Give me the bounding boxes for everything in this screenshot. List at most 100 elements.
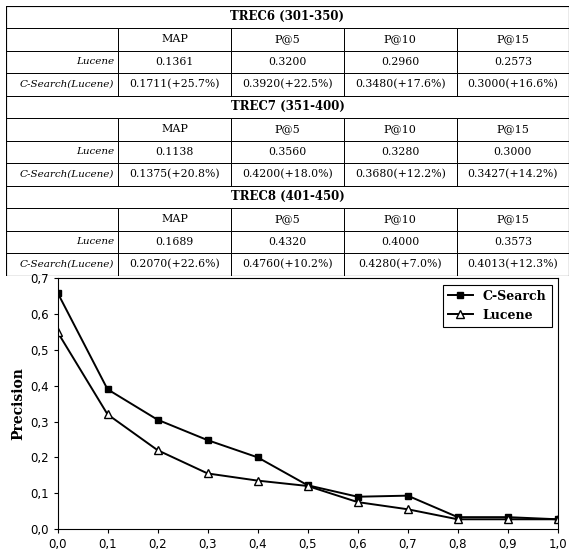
Bar	[231, 118, 344, 141]
C-Search	[204, 437, 211, 444]
Text: P@15: P@15	[496, 214, 530, 224]
Legend: C-Search, Lucene: C-Search, Lucene	[443, 284, 551, 327]
Bar	[118, 73, 231, 95]
Bar	[6, 253, 118, 276]
Bar	[457, 208, 569, 230]
Text: 0.4200(+18.0%): 0.4200(+18.0%)	[242, 169, 333, 180]
C-Search	[254, 454, 261, 461]
C-Search	[404, 493, 411, 499]
Text: P@10: P@10	[384, 125, 417, 134]
Bar	[457, 118, 569, 141]
C-Search	[54, 289, 61, 296]
Text: 0.4280(+7.0%): 0.4280(+7.0%)	[358, 259, 442, 269]
C-Search	[554, 516, 561, 522]
Line: C-Search: C-Search	[54, 289, 561, 523]
Bar	[344, 28, 457, 51]
Bar	[6, 208, 118, 230]
Bar	[457, 73, 569, 95]
Bar	[6, 141, 118, 163]
Lucene	[554, 516, 561, 522]
Y-axis label: Precision: Precision	[12, 367, 26, 440]
Bar	[231, 73, 344, 95]
Bar	[118, 51, 231, 73]
Bar	[231, 208, 344, 230]
Text: P@5: P@5	[275, 125, 300, 134]
Lucene	[154, 447, 161, 453]
C-Search	[154, 417, 161, 423]
Bar	[118, 163, 231, 186]
Bar	[231, 28, 344, 51]
Text: 0.4013(+12.3%): 0.4013(+12.3%)	[467, 259, 558, 269]
Bar	[6, 95, 569, 118]
Text: 0.3000: 0.3000	[494, 147, 532, 156]
Bar	[6, 28, 118, 51]
Text: 0.3680(+12.2%): 0.3680(+12.2%)	[355, 169, 446, 180]
Bar	[344, 253, 457, 276]
Bar	[344, 141, 457, 163]
Text: TREC8 (401-450): TREC8 (401-450)	[231, 190, 344, 203]
C-Search	[354, 494, 361, 500]
Bar	[118, 28, 231, 51]
Text: 0.1375(+20.8%): 0.1375(+20.8%)	[129, 169, 220, 180]
Text: 0.4320: 0.4320	[269, 237, 306, 247]
Text: 0.3560: 0.3560	[269, 147, 306, 156]
Bar	[231, 141, 344, 163]
Bar	[231, 163, 344, 186]
Bar	[457, 163, 569, 186]
Bar	[344, 208, 457, 230]
Text: 0.2573: 0.2573	[494, 57, 532, 67]
Text: 0.3000(+16.6%): 0.3000(+16.6%)	[467, 79, 558, 89]
Bar	[6, 186, 569, 208]
Bar	[344, 230, 457, 253]
Text: 0.2070(+22.6%): 0.2070(+22.6%)	[129, 259, 220, 269]
Bar	[118, 230, 231, 253]
Text: P@5: P@5	[275, 34, 300, 44]
Text: 0.1711(+25.7%): 0.1711(+25.7%)	[129, 79, 220, 89]
Text: 0.3200: 0.3200	[269, 57, 306, 67]
Lucene	[304, 483, 311, 489]
Lucene	[404, 506, 411, 512]
Text: 0.4760(+10.2%): 0.4760(+10.2%)	[242, 259, 333, 269]
C-Search	[454, 514, 461, 521]
Bar	[6, 73, 118, 95]
Bar	[6, 6, 569, 28]
Text: TREC7 (351-400): TREC7 (351-400)	[231, 100, 344, 114]
Bar	[457, 253, 569, 276]
Text: 0.1689: 0.1689	[156, 237, 194, 247]
Bar	[118, 208, 231, 230]
Text: P@10: P@10	[384, 34, 417, 44]
Text: Lucene: Lucene	[76, 57, 114, 66]
Bar	[344, 118, 457, 141]
C-Search	[304, 482, 311, 489]
Bar	[118, 141, 231, 163]
Text: MAP: MAP	[162, 214, 188, 224]
Text: P@15: P@15	[496, 34, 530, 44]
C-Search	[504, 514, 511, 521]
Bar	[6, 118, 118, 141]
Text: 0.1361: 0.1361	[156, 57, 194, 67]
Text: MAP: MAP	[162, 125, 188, 134]
Text: C-Search(Lucene): C-Search(Lucene)	[20, 80, 114, 89]
Lucene	[204, 470, 211, 477]
Text: Lucene: Lucene	[76, 237, 114, 246]
Bar	[457, 28, 569, 51]
Bar	[231, 51, 344, 73]
Text: C-Search(Lucene): C-Search(Lucene)	[20, 260, 114, 269]
C-Search	[104, 386, 111, 392]
Bar	[344, 163, 457, 186]
Lucene	[504, 516, 511, 522]
Bar	[231, 230, 344, 253]
Text: Lucene: Lucene	[76, 147, 114, 156]
Bar	[6, 230, 118, 253]
Bar	[457, 230, 569, 253]
Bar	[6, 51, 118, 73]
Line: Lucene: Lucene	[53, 328, 562, 523]
Text: MAP: MAP	[162, 34, 188, 44]
Bar	[6, 163, 118, 186]
Text: TREC6 (301-350): TREC6 (301-350)	[231, 10, 344, 23]
Bar	[118, 253, 231, 276]
Text: 0.3480(+17.6%): 0.3480(+17.6%)	[355, 79, 446, 89]
Bar	[118, 118, 231, 141]
Lucene	[354, 499, 361, 505]
Lucene	[254, 477, 261, 484]
